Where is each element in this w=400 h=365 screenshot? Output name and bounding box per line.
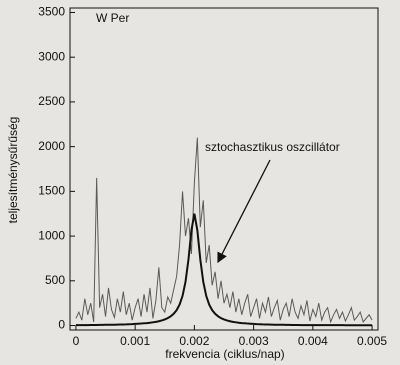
- series-label: W Per: [96, 11, 129, 25]
- annotation: sztochasztikus oszcillátor: [205, 140, 340, 154]
- y-tick-label: 1000: [38, 228, 65, 242]
- y-tick-label: 3500: [38, 5, 65, 19]
- annotation-arrow: [217, 159, 271, 264]
- x-tick-label: 0: [73, 334, 80, 348]
- series-line: [75, 213, 373, 327]
- x-tick-label: 0.004: [298, 334, 328, 348]
- y-tick-label: 1500: [38, 184, 65, 198]
- y-tick-label: 2500: [38, 94, 65, 108]
- plot-frame: [69, 7, 379, 331]
- y-axis-label: teljesítménysűrűség: [6, 117, 20, 224]
- x-tick-label: 0.005: [357, 334, 387, 348]
- x-tick-label: 0.001: [120, 334, 150, 348]
- y-tick-label: 0: [58, 318, 65, 332]
- x-tick-label: 0.003: [239, 334, 269, 348]
- y-tick-label: 2000: [38, 139, 65, 153]
- y-tick-label: 3000: [38, 49, 65, 63]
- x-tick-label: 0.002: [179, 334, 209, 348]
- y-tick-label: 500: [45, 273, 65, 287]
- x-axis-label: frekvencia (ciklus/nap): [165, 347, 284, 361]
- series-line: [75, 137, 373, 324]
